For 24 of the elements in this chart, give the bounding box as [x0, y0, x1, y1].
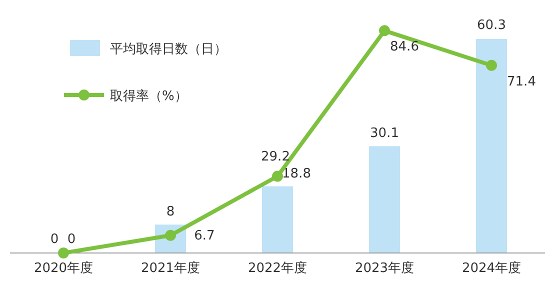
point: [58, 248, 69, 258]
data-label: 71.4: [507, 74, 536, 90]
point: [272, 170, 283, 182]
data-label: 0: [67, 232, 76, 247]
x-tick-label: 2023年度: [354, 260, 414, 276]
bar: [476, 38, 507, 253]
data-label: 84.6: [390, 40, 419, 55]
data-label: 8: [166, 204, 175, 220]
bar: [262, 186, 293, 253]
data-label: 30.1: [370, 126, 399, 142]
bar: [369, 146, 400, 253]
point: [379, 25, 390, 36]
data-label: 6.7: [194, 228, 215, 244]
x-tick-label: 2024年度: [462, 260, 522, 276]
data-label: 60.3: [477, 18, 506, 33]
legend-label: 取得率（%）: [110, 88, 188, 104]
data-label: 29.2: [261, 149, 290, 164]
x-tick-label: 2021年度: [140, 260, 200, 276]
data-label: 18.8: [282, 166, 311, 182]
x-tick-label: 2022年度: [248, 260, 308, 276]
point: [486, 60, 497, 71]
data-label: 0: [50, 232, 59, 247]
x-tick-label: 2020年度: [34, 260, 94, 276]
legend-label: 平均取得日数（日）: [110, 42, 227, 57]
